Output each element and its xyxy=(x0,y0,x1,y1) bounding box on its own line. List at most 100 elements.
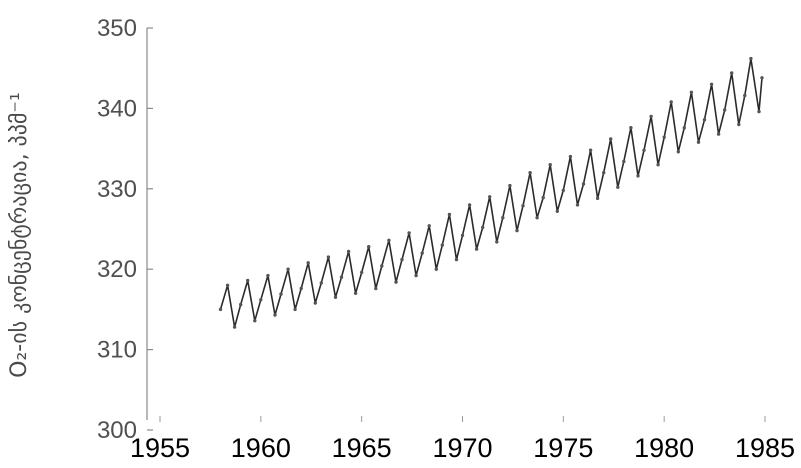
y-tick-label: 350 xyxy=(97,15,137,42)
data-point xyxy=(299,286,303,291)
y-axis-label: O₂-ის კონცენტრაცია, პპმ⁻¹ xyxy=(7,92,32,378)
data-point xyxy=(394,280,398,284)
data-point xyxy=(239,302,243,307)
data-point xyxy=(737,122,741,127)
data-point xyxy=(353,291,358,295)
data-point xyxy=(642,148,646,152)
data-point xyxy=(253,319,257,323)
data-point xyxy=(293,307,297,312)
data-point xyxy=(481,225,485,230)
x-ticks: 1955 1960 1965 1970 1975 1980 1985 xyxy=(130,416,795,463)
data-point xyxy=(434,267,438,271)
data-point xyxy=(702,118,707,122)
data-point xyxy=(488,195,492,199)
data-point xyxy=(588,148,593,152)
data-point xyxy=(420,251,424,255)
data-point xyxy=(676,150,680,154)
data-point xyxy=(616,185,620,189)
data-point xyxy=(743,93,747,98)
data-point xyxy=(474,247,479,251)
data-point xyxy=(609,137,613,141)
data-point xyxy=(662,135,666,139)
x-tick-label: 1960 xyxy=(231,433,291,463)
data-point xyxy=(508,183,512,188)
data-point xyxy=(555,209,559,213)
data-point xyxy=(380,264,384,268)
data-point xyxy=(467,203,472,207)
data-point xyxy=(333,295,338,299)
x-tick-label: 1985 xyxy=(735,433,795,463)
data-point xyxy=(568,154,573,159)
data-point xyxy=(259,298,263,302)
data-point xyxy=(460,233,465,238)
data-point xyxy=(232,325,237,329)
data-point xyxy=(387,238,391,242)
data-point xyxy=(689,90,694,95)
data-point xyxy=(319,281,323,285)
data-point xyxy=(454,257,459,262)
data-point xyxy=(575,203,580,207)
data-point xyxy=(561,188,565,193)
data-point xyxy=(286,267,290,271)
series-layer xyxy=(218,56,764,329)
data-point xyxy=(273,313,277,317)
data-point xyxy=(528,171,532,175)
data-point xyxy=(367,245,371,249)
data-point xyxy=(400,257,404,262)
data-point xyxy=(313,301,317,305)
data-point xyxy=(541,195,545,200)
data-point xyxy=(696,140,701,144)
y-tick-label: 340 xyxy=(97,95,137,122)
data-point xyxy=(656,163,660,167)
data-point xyxy=(427,224,431,228)
data-point xyxy=(326,255,331,259)
y-tick-label: 300 xyxy=(97,417,137,444)
x-tick-label: 1975 xyxy=(533,433,593,463)
data-point xyxy=(636,174,640,178)
data-point xyxy=(535,216,539,220)
data-point xyxy=(414,273,418,278)
data-point xyxy=(723,108,727,112)
data-point xyxy=(360,270,364,275)
data-point xyxy=(279,292,283,296)
data-point xyxy=(521,204,525,208)
data-point xyxy=(495,240,499,244)
data-point xyxy=(339,275,344,279)
x-tick-label: 1980 xyxy=(634,433,694,463)
data-point xyxy=(669,100,673,104)
x-tick-label: 1970 xyxy=(432,433,492,463)
data-point xyxy=(346,249,351,254)
data-point xyxy=(515,228,519,233)
data-point xyxy=(629,126,633,130)
data-point xyxy=(622,159,626,164)
x-tick-label: 1955 xyxy=(130,433,190,463)
x-tick-label: 1965 xyxy=(332,433,392,463)
data-point xyxy=(218,307,223,312)
data-point xyxy=(447,212,452,217)
data-point xyxy=(440,243,444,247)
series-line xyxy=(219,57,763,328)
y-ticks: 300 310 320 330 340 350 xyxy=(97,15,153,444)
y-tick-label: 310 xyxy=(97,337,137,364)
data-point xyxy=(760,76,764,80)
data-point xyxy=(649,114,653,119)
y-tick-label: 330 xyxy=(97,176,137,203)
data-point xyxy=(749,56,753,61)
data-point xyxy=(709,82,714,87)
data-point xyxy=(306,261,310,265)
data-point xyxy=(266,273,270,278)
data-point xyxy=(602,171,606,175)
data-point xyxy=(246,278,250,283)
data-point xyxy=(682,126,686,130)
data-point xyxy=(501,216,505,220)
data-point xyxy=(374,286,378,291)
y-tick-label: 320 xyxy=(97,256,137,283)
data-point xyxy=(548,163,552,167)
data-point xyxy=(581,182,586,186)
data-point xyxy=(757,109,761,114)
data-point xyxy=(595,196,600,201)
data-point xyxy=(716,132,721,136)
data-point xyxy=(730,71,734,75)
data-point xyxy=(407,231,411,235)
